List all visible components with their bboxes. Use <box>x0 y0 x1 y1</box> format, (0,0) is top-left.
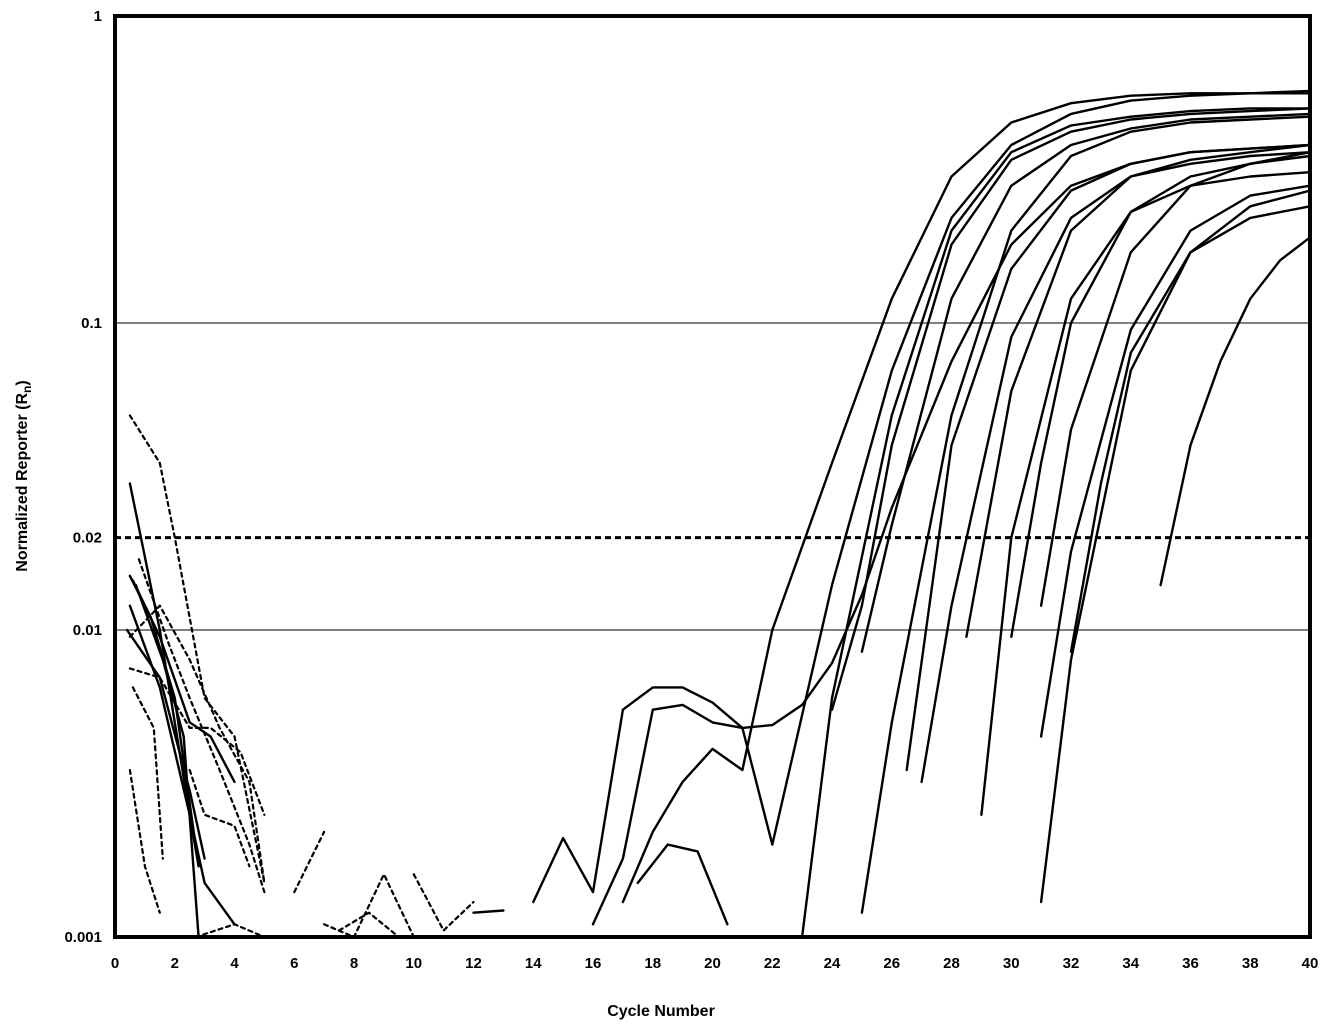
x-tick-label: 40 <box>1302 955 1319 972</box>
series-line-24 <box>800 107 1312 939</box>
series-line-22 <box>621 89 1312 904</box>
y-axis-ticks: 0.001 0.01 0.02 0.1 1 <box>64 8 102 946</box>
y-axis-title-suffix: ) <box>14 380 31 385</box>
x-tick-label: 0 <box>111 955 119 972</box>
y-axis-title: Normalized Reporter (Rn) <box>14 380 34 571</box>
y-tick-label: 0.02 <box>73 530 102 547</box>
series-line-13 <box>194 923 266 939</box>
x-tick-label: 4 <box>230 955 239 972</box>
y-tick-label: 0.1 <box>81 315 102 332</box>
x-tick-label: 28 <box>943 955 960 972</box>
y-axis-title-main: Normalized Reporter (R <box>14 393 31 572</box>
series-line-11 <box>131 686 164 860</box>
x-tick-label: 24 <box>824 955 841 972</box>
series-line-3 <box>131 579 236 784</box>
x-tick-label: 38 <box>1242 955 1259 972</box>
y-tick-label: 1 <box>94 8 102 25</box>
series-layer <box>125 89 1312 939</box>
series-line-28 <box>905 143 1312 772</box>
series-line-29 <box>920 150 1312 784</box>
series-line-19 <box>472 909 505 914</box>
x-tick-label: 12 <box>465 955 482 972</box>
x-tick-label: 8 <box>350 955 358 972</box>
series-line-12 <box>137 558 266 894</box>
series-line-7 <box>128 414 266 885</box>
x-tick-label: 32 <box>1063 955 1080 972</box>
series-line-9 <box>128 667 266 816</box>
series-line-37 <box>1159 236 1312 587</box>
x-tick-label: 16 <box>585 955 602 972</box>
series-line-34 <box>1039 184 1312 738</box>
x-tick-label: 10 <box>405 955 422 972</box>
x-tick-label: 18 <box>644 955 661 972</box>
series-line-17 <box>338 911 400 939</box>
x-tick-label: 34 <box>1122 955 1139 972</box>
x-tick-label: 36 <box>1182 955 1199 972</box>
x-tick-label: 20 <box>704 955 721 972</box>
x-tick-label: 14 <box>525 955 542 972</box>
series-line-6 <box>125 628 206 860</box>
x-tick-label: 30 <box>1003 955 1020 972</box>
series-line-21 <box>591 92 1312 926</box>
series-line-25 <box>830 107 1312 711</box>
y-tick-label: 0.01 <box>73 622 102 639</box>
x-tick-label: 6 <box>290 955 298 972</box>
y-tick-label: 0.001 <box>64 929 102 946</box>
series-line-35 <box>1039 189 1312 904</box>
series-line-10 <box>128 768 161 914</box>
series-line-30 <box>965 143 1312 638</box>
x-tick-label: 22 <box>764 955 781 972</box>
reference-lines <box>115 322 1310 631</box>
series-line-26 <box>860 112 1312 653</box>
series-line-33 <box>1039 150 1312 607</box>
series-line-14 <box>188 768 251 868</box>
series-line-18 <box>412 873 475 932</box>
y-axis-title-subscript: n <box>20 386 34 393</box>
series-line-36 <box>1069 205 1312 653</box>
series-line-23 <box>636 843 729 926</box>
series-line-8 <box>128 604 266 885</box>
plot-frame <box>113 14 1312 939</box>
series-line-15 <box>293 830 326 894</box>
x-tick-label: 2 <box>171 955 179 972</box>
x-tick-label: 26 <box>883 955 900 972</box>
x-axis-title: Cycle Number <box>607 1003 715 1020</box>
series-line-27 <box>860 115 1312 914</box>
x-axis-ticks: 0 2 4 6 8 10 12 14 16 18 20 22 24 26 28 30 32 34 36 38 40 <box>111 955 1319 972</box>
